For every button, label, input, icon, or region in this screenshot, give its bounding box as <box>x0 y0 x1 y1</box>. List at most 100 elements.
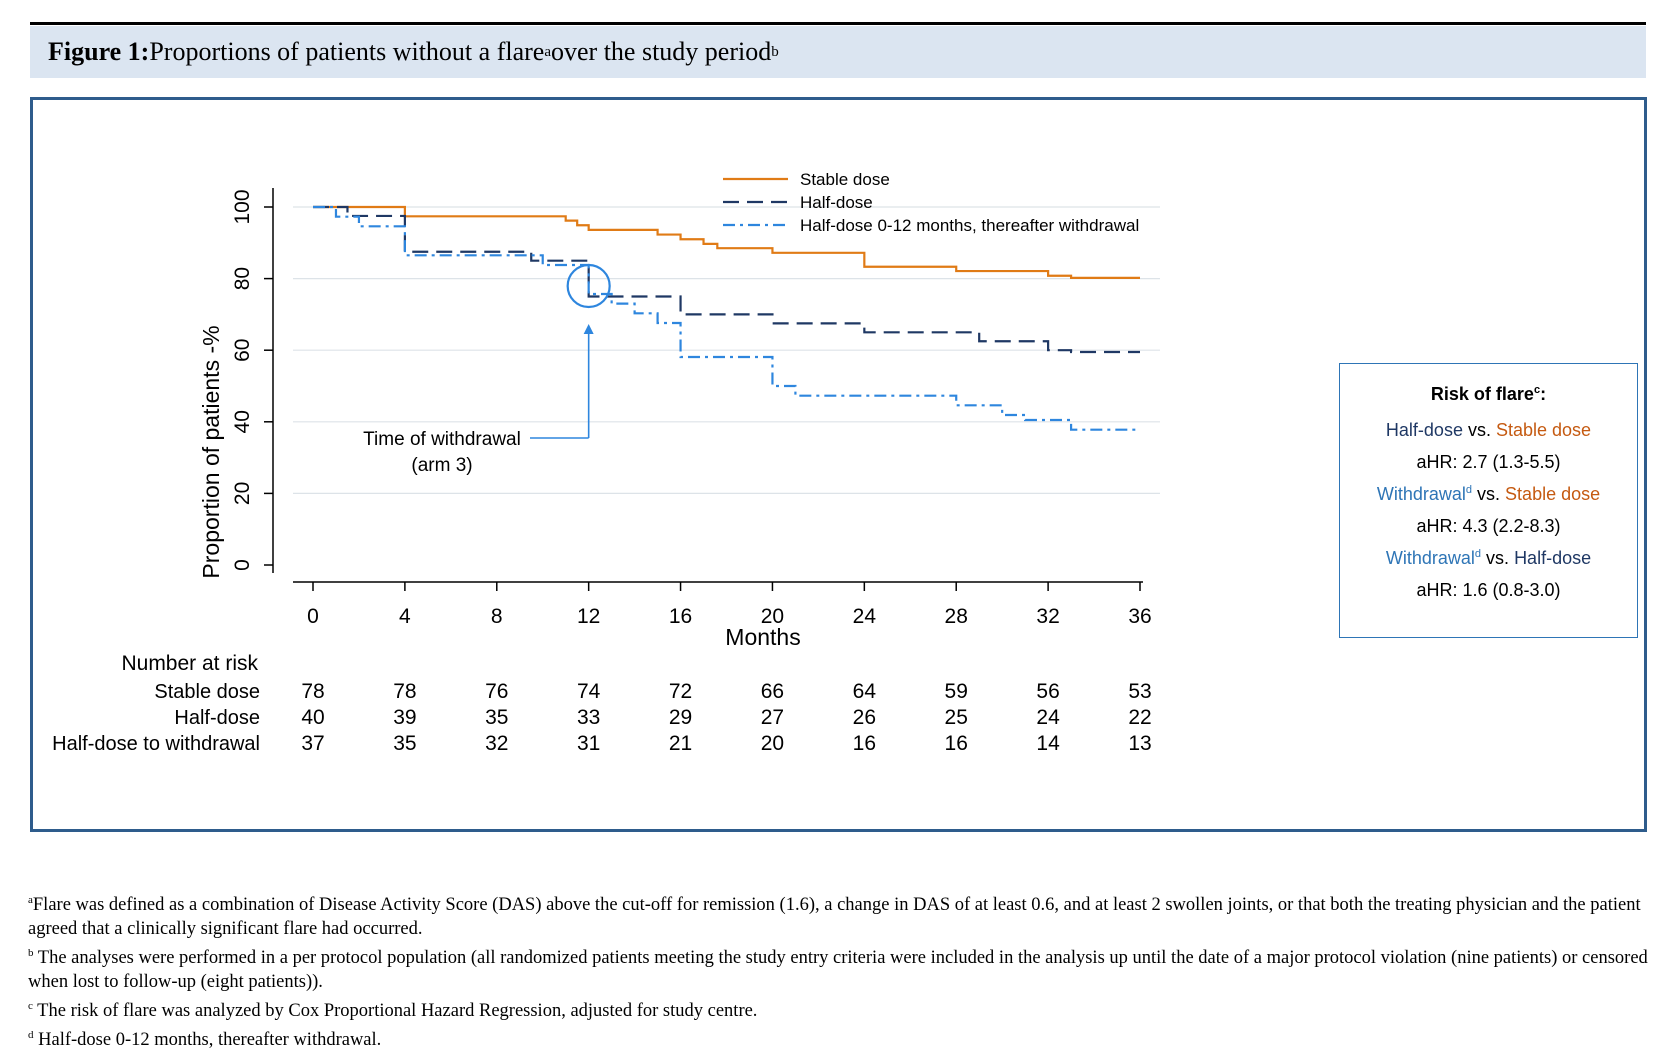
x-tick-label-36: 36 <box>1128 605 1151 628</box>
figure-title-sup-b: b <box>771 43 779 60</box>
risk-value-r2-c3: 35 <box>485 706 508 729</box>
x-tick-label-0: 0 <box>307 605 319 628</box>
risk-value-r3-c1: 37 <box>301 732 324 755</box>
footnote-b-text: The analyses were performed in a per pro… <box>28 948 1648 993</box>
y-tick-label-60: 60 <box>231 339 254 362</box>
footnote-a: aFlare was defined as a combination of D… <box>28 888 1658 941</box>
x-tick-label-28: 28 <box>945 605 968 628</box>
withdrawal-circle <box>566 263 611 309</box>
comparison-2-ahr: aHR: 4.3 (2.2-8.3) <box>1416 516 1561 536</box>
figure-title-text: Proportions of patients without a flare <box>149 37 545 66</box>
risk-value-r1-c3: 76 <box>485 680 508 703</box>
y-tick-label-20: 20 <box>231 482 254 505</box>
comparison-1: Half-dose vs. Stable dose <box>1340 420 1637 441</box>
legend-label-2: Half-dose <box>800 193 873 212</box>
comparison-2-vs: vs. <box>1472 484 1506 504</box>
legend-label-3: Half-dose 0-12 months, thereafter withdr… <box>800 216 1139 235</box>
risk-value-r3-c3: 32 <box>485 732 508 755</box>
footnote-d: d Half-dose 0-12 months, thereafter with… <box>28 1023 1658 1052</box>
figure-title: Figure 1: Proportions of patients withou… <box>30 26 1646 78</box>
risk-row-label-3: Half-dose to withdrawal <box>52 733 260 755</box>
risk-box-title-sup: c <box>1533 384 1541 396</box>
risk-value-r1-c4: 74 <box>577 680 601 703</box>
risk-value-r2-c5: 29 <box>669 706 692 729</box>
footnotes: aFlare was defined as a combination of D… <box>28 888 1658 1053</box>
x-tick-label-32: 32 <box>1036 605 1059 628</box>
x-tick-label-20: 20 <box>761 605 784 628</box>
x-axis-title: Months <box>725 624 800 650</box>
risk-value-r1-c6: 66 <box>761 680 784 703</box>
comparison-3-ahr: aHR: 1.6 (0.8-3.0) <box>1416 580 1561 600</box>
x-tick-label-16: 16 <box>669 605 692 628</box>
x-tick-label-24: 24 <box>853 605 877 628</box>
top-rule <box>30 22 1646 25</box>
risk-value-r2-c1: 40 <box>301 706 324 729</box>
risk-value-r2-c4: 33 <box>577 706 600 729</box>
footnote-b-marker: b <box>28 947 34 960</box>
risk-value-r2-c8: 25 <box>945 706 968 729</box>
risk-value-r2-c6: 27 <box>761 706 784 729</box>
risk-value-r3-c9: 14 <box>1036 732 1060 755</box>
comparison-1-vs: vs. <box>1462 420 1496 440</box>
footnote-d-marker: d <box>28 1029 34 1042</box>
risk-of-flare-box: Risk of flarec: Half-dose vs. Stable dos… <box>1339 363 1638 638</box>
risk-value-r3-c2: 35 <box>393 732 416 755</box>
footnote-a-marker: a <box>28 894 33 906</box>
risk-value-r1-c7: 64 <box>853 680 877 703</box>
risk-value-r3-c5: 21 <box>669 732 692 755</box>
figure-title-text-2: over the study period <box>551 37 772 66</box>
risk-value-r2-c10: 22 <box>1128 706 1151 729</box>
risk-value-r1-c8: 59 <box>945 680 968 703</box>
y-tick-label-80: 80 <box>231 267 254 290</box>
risk-row-label-2: Half-dose <box>174 707 260 729</box>
footnote-d-text: Half-dose 0-12 months, thereafter withdr… <box>33 1030 382 1051</box>
comparison-3: Withdrawald vs. Half-dose <box>1340 548 1637 569</box>
comparison-2-left-sup: d <box>1465 484 1473 496</box>
comparison-1-left: Half-dose <box>1385 420 1463 440</box>
risk-value-r3-c4: 31 <box>577 732 600 755</box>
risk-value-r2-c2: 39 <box>393 706 416 729</box>
x-tick-label-8: 8 <box>491 605 503 628</box>
footnote-c-text: The risk of flare was analyzed by Cox Pr… <box>32 1001 758 1022</box>
comparison-2: Withdrawald vs. Stable dose <box>1340 484 1637 505</box>
comparison-3-vs: vs. <box>1481 548 1515 568</box>
withdrawal-arrow-head <box>583 324 594 334</box>
figure-label: Figure 1: <box>48 37 150 66</box>
risk-row-label-1: Stable dose <box>154 681 260 703</box>
footnote-b: b The analyses were performed in a per p… <box>28 941 1658 994</box>
x-tick-label-4: 4 <box>399 605 411 628</box>
legend-label-1: Stable dose <box>800 170 890 189</box>
y-tick-label-40: 40 <box>231 410 254 433</box>
comparison-3-right: Half-dose <box>1514 548 1592 568</box>
series-line-2 <box>313 205 1140 354</box>
comparison-1-ahr: aHR: 2.7 (1.3-5.5) <box>1416 452 1561 472</box>
withdrawal-label-line2: (arm 3) <box>411 455 472 476</box>
comparison-2-left: Withdrawal <box>1376 484 1466 504</box>
risk-value-r2-c7: 26 <box>853 706 876 729</box>
risk-value-r1-c2: 78 <box>393 680 416 703</box>
risk-value-r3-c10: 13 <box>1128 732 1151 755</box>
comparison-1-right: Stable dose <box>1495 420 1592 440</box>
risk-box-title-text: Risk of flare <box>1430 384 1534 404</box>
risk-value-r1-c5: 72 <box>669 680 692 703</box>
footnote-c-marker: c <box>28 1000 33 1013</box>
comparison-3-left: Withdrawal <box>1385 548 1475 568</box>
risk-value-r1-c1: 78 <box>301 680 324 703</box>
risk-value-r1-c9: 56 <box>1036 680 1059 703</box>
figure-title-sup-a: a <box>544 43 551 60</box>
comparison-2-right: Stable dose <box>1505 484 1601 504</box>
y-tick-label-0: 0 <box>231 559 254 571</box>
withdrawal-label-line1: Time of withdrawal <box>363 429 521 450</box>
risk-value-r3-c7: 16 <box>853 732 876 755</box>
y-axis-title: Proportion of patients -% <box>198 325 224 578</box>
risk-value-r1-c10: 53 <box>1128 680 1151 703</box>
y-tick-label-100: 100 <box>231 189 254 224</box>
series-line-1 <box>313 205 1140 279</box>
number-at-risk-title: Number at risk <box>121 652 258 675</box>
series-line-3 <box>313 205 1140 431</box>
risk-box-title: Risk of flarec: <box>1340 384 1637 405</box>
km-chart: 0 20 40 60 80 100 0 4 8 12 16 20 24 28 32 36 Proportion … <box>52 170 1160 755</box>
footnote-a-text: Flare was defined as a combination of Di… <box>28 895 1641 940</box>
risk-value-r3-c6: 20 <box>761 732 784 755</box>
risk-value-r3-c8: 16 <box>945 732 968 755</box>
